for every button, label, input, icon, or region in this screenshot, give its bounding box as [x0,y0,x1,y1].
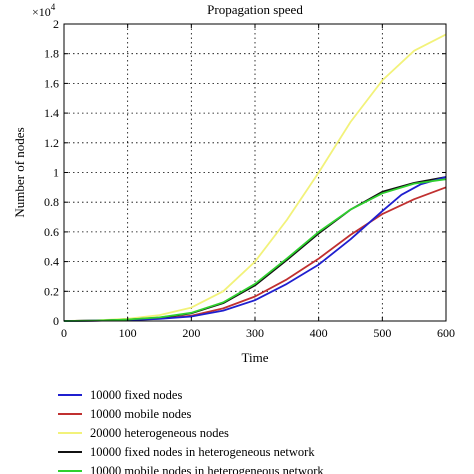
y-tick-label: 0.2 [44,284,59,298]
y-tick-label: 1.4 [44,106,59,120]
x-tick-label: 600 [437,326,455,340]
y-tick-label: 1.2 [44,136,59,150]
legend-label-5: 10000 mobile nodes in heterogeneous netw… [90,464,324,474]
legend-label-2: 10000 mobile nodes [90,407,192,421]
legend-label-4: 10000 fixed nodes in heterogeneous netwo… [90,445,315,459]
y-multiplier-base: ×10 [32,5,51,19]
x-tick-label: 0 [61,326,67,340]
y-tick-label: 1.6 [44,76,59,90]
y-tick-label: 0 [53,314,59,328]
y-tick-label: 2 [53,17,59,31]
chart-title: Propagation speed [207,2,303,17]
x-tick-label: 400 [310,326,328,340]
tick-layer: 0 100 200 300 400 500 600 0 0.2 0.4 0.6 0.8 1 1.2 1.4 1… [44,17,455,340]
x-tick-label: 300 [246,326,264,340]
y-tick-label: 1 [53,166,59,180]
x-axis-label: Time [242,350,269,365]
y-tick-label: 0.8 [44,195,59,209]
legend: 10000 fixed nodes 10000 mobile nodes 20000… [58,388,324,474]
grid-layer [64,24,446,321]
x-tick-label: 200 [182,326,200,340]
legend-label-1: 10000 fixed nodes [90,388,182,402]
x-tick-label: 500 [373,326,391,340]
y-tick-label: 0.6 [44,225,59,239]
x-tick-label: 100 [119,326,137,340]
y-axis-label: Number of nodes [12,127,27,217]
y-tick-label: 1.8 [44,47,59,61]
y-tick-label: 0.4 [44,255,59,269]
y-multiplier-exponent: 4 [51,2,56,12]
y-axis-multiplier: ×104 [32,2,56,19]
legend-label-3: 20000 heterogeneous nodes [90,426,229,440]
